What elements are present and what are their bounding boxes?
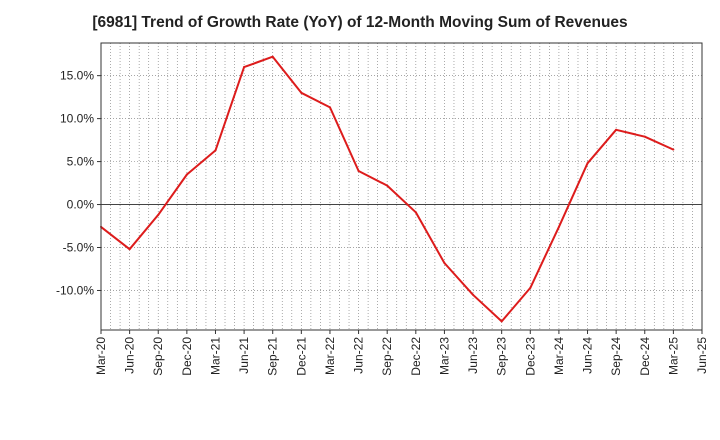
data-point [357, 170, 360, 173]
x-tick-label: Jun-23 [466, 337, 480, 374]
data-point [672, 148, 675, 151]
x-tick-label: Dec-22 [409, 337, 423, 376]
x-tick-label: Jun-24 [581, 337, 595, 374]
x-tick-label: Dec-20 [180, 337, 194, 376]
growth-rate-line [100, 55, 674, 323]
data-point [214, 149, 217, 152]
chart-title: [6981] Trend of Growth Rate (YoY) of 12-… [92, 14, 628, 31]
data-point [157, 213, 160, 216]
x-tick-label: Dec-23 [523, 337, 537, 376]
y-tick-label: -5.0% [63, 241, 95, 255]
y-tick-label: -10.0% [56, 283, 94, 297]
x-tick-label: Dec-24 [638, 337, 652, 376]
grid-lines [101, 43, 702, 330]
x-tick-label: Mar-22 [323, 337, 337, 375]
x-tick-label: Mar-23 [437, 337, 451, 375]
data-point [185, 173, 188, 176]
data-point [271, 55, 274, 58]
x-tick-label: Mar-25 [666, 337, 680, 375]
axis-tick-labels: -10.0% -5.0% 0.0% 5.0% 10.0% 15.0% Mar-20 Jun-2… [56, 69, 709, 376]
data-point [243, 66, 246, 69]
x-tick-label: Mar-21 [208, 337, 222, 375]
y-tick-label: 5.0% [67, 155, 95, 169]
data-point [557, 225, 560, 228]
data-point [443, 261, 446, 264]
x-tick-label: Jun-25 [695, 337, 709, 374]
x-tick-label: Jun-20 [123, 337, 137, 374]
y-tick-label: 15.0% [60, 69, 94, 83]
data-point [414, 211, 417, 214]
x-tick-label: Sep-21 [266, 337, 280, 376]
series-layer [100, 55, 675, 323]
data-point [472, 293, 475, 296]
data-point [128, 248, 131, 251]
x-tick-label: Sep-20 [151, 337, 165, 376]
x-tick-label: Sep-23 [495, 337, 509, 376]
data-point [300, 91, 303, 94]
x-tick-label: Mar-24 [552, 337, 566, 375]
data-point [643, 135, 646, 138]
x-tick-label: Jun-22 [352, 337, 366, 374]
y-tick-label: 0.0% [67, 198, 95, 212]
data-point [386, 184, 389, 187]
x-tick-label: Mar-20 [94, 337, 108, 375]
plot-frame [100, 42, 703, 331]
x-tick-label: Sep-22 [380, 337, 394, 376]
data-point [328, 106, 331, 109]
x-tick-label: Sep-24 [609, 337, 623, 376]
y-tick-label: 10.0% [60, 112, 94, 126]
x-tick-label: Dec-21 [294, 337, 308, 376]
data-point [529, 286, 532, 289]
data-point [586, 162, 589, 165]
data-point [500, 320, 503, 323]
x-tick-label: Jun-21 [237, 337, 251, 374]
data-point [615, 128, 618, 131]
